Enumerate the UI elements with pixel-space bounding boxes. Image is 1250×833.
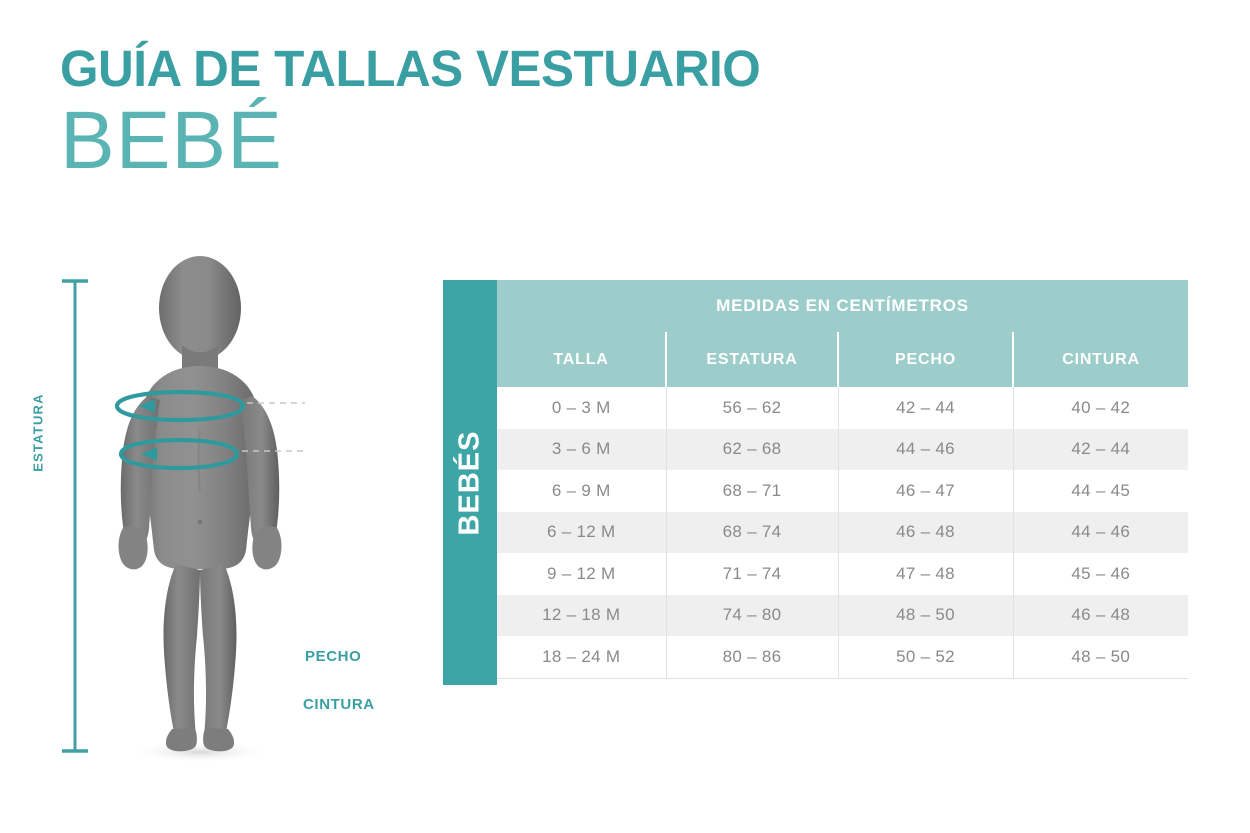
cell-cintura: 48 – 50: [1012, 636, 1189, 679]
cell-estatura: 71 – 74: [665, 553, 838, 595]
cell-cintura: 40 – 42: [1012, 387, 1189, 429]
table-row: 12 – 18 M 74 – 80 48 – 50 46 – 48: [497, 594, 1189, 636]
table-row: 3 – 6 M 62 – 68 44 – 46 42 – 44: [497, 428, 1189, 470]
cell-estatura: 62 – 68: [665, 428, 838, 470]
cell-pecho: 50 – 52: [837, 636, 1013, 679]
category-side-tab: BEBÉS: [443, 280, 497, 685]
cell-estatura: 68 – 74: [665, 511, 838, 553]
estatura-label: ESTATURA: [30, 393, 46, 472]
page-subtitle: BEBÉ: [60, 94, 283, 186]
column-header-pecho: PECHO: [837, 332, 1013, 387]
mannequin-figure-area: ESTATURA: [0, 240, 440, 780]
cintura-label: CINTURA: [303, 696, 375, 713]
column-header-cintura: CINTURA: [1011, 332, 1189, 387]
cell-pecho: 46 – 47: [837, 470, 1013, 512]
page-title-block: GUÍA DE TALLAS VESTUARIO BEBÉ: [60, 42, 960, 182]
column-header-talla: TALLA: [497, 332, 666, 387]
cell-pecho: 44 – 46: [837, 428, 1013, 470]
cell-talla: 12 – 18 M: [497, 594, 666, 636]
cell-pecho: 48 – 50: [837, 594, 1013, 636]
size-table-wrap: BEBÉS MEDIDAS EN CENTÍMETROS TALLA ESTAT…: [443, 280, 1189, 685]
cell-talla: 6 – 12 M: [497, 511, 666, 553]
cell-pecho: 42 – 44: [837, 387, 1013, 429]
cintura-measure-ring: [118, 438, 303, 471]
cell-talla: 9 – 12 M: [497, 553, 666, 595]
page-title: GUÍA DE TALLAS VESTUARIO: [60, 40, 761, 97]
table-header-row: TALLA ESTATURA PECHO CINTURA: [497, 332, 1189, 387]
cell-cintura: 45 – 46: [1012, 553, 1189, 595]
table-row: 6 – 9 M 68 – 71 46 – 47 44 – 45: [497, 470, 1189, 512]
table-row: 9 – 12 M 71 – 74 47 – 48 45 – 46: [497, 553, 1189, 595]
cell-estatura: 74 – 80: [665, 594, 838, 636]
table-row: 0 – 3 M 56 – 62 42 – 44 40 – 42: [497, 387, 1189, 429]
measurements-banner: MEDIDAS EN CENTÍMETROS: [497, 280, 1189, 332]
cell-cintura: 44 – 46: [1012, 511, 1189, 553]
pecho-measure-ring: [114, 390, 305, 423]
size-table-head: MEDIDAS EN CENTÍMETROS TALLA ESTATURA PE…: [497, 280, 1189, 387]
cell-estatura: 80 – 86: [665, 636, 838, 679]
cell-estatura: 68 – 71: [665, 470, 838, 512]
mannequin-body: [118, 256, 282, 763]
cell-talla: 3 – 6 M: [497, 428, 666, 470]
table-row: 6 – 12 M 68 – 74 46 – 48 44 – 46: [497, 511, 1189, 553]
cell-talla: 18 – 24 M: [497, 636, 666, 679]
size-table-body: 0 – 3 M 56 – 62 42 – 44 40 – 42 3 – 6 M …: [497, 387, 1189, 679]
category-side-tab-label: BEBÉS: [453, 430, 486, 535]
cell-cintura: 42 – 44: [1012, 428, 1189, 470]
cell-pecho: 46 – 48: [837, 511, 1013, 553]
table-banner-row: MEDIDAS EN CENTÍMETROS: [497, 280, 1189, 332]
cell-pecho: 47 – 48: [837, 553, 1013, 595]
cell-talla: 6 – 9 M: [497, 470, 666, 512]
pecho-label: PECHO: [305, 648, 362, 665]
table-row: 18 – 24 M 80 – 86 50 – 52 48 – 50: [497, 636, 1189, 679]
estatura-measure-bar: [62, 279, 88, 753]
column-header-estatura: ESTATURA: [665, 332, 838, 387]
cell-cintura: 46 – 48: [1012, 594, 1189, 636]
size-table: MEDIDAS EN CENTÍMETROS TALLA ESTATURA PE…: [497, 280, 1189, 679]
cell-cintura: 44 – 45: [1012, 470, 1189, 512]
cell-estatura: 56 – 62: [665, 387, 838, 429]
cell-talla: 0 – 3 M: [497, 387, 666, 429]
